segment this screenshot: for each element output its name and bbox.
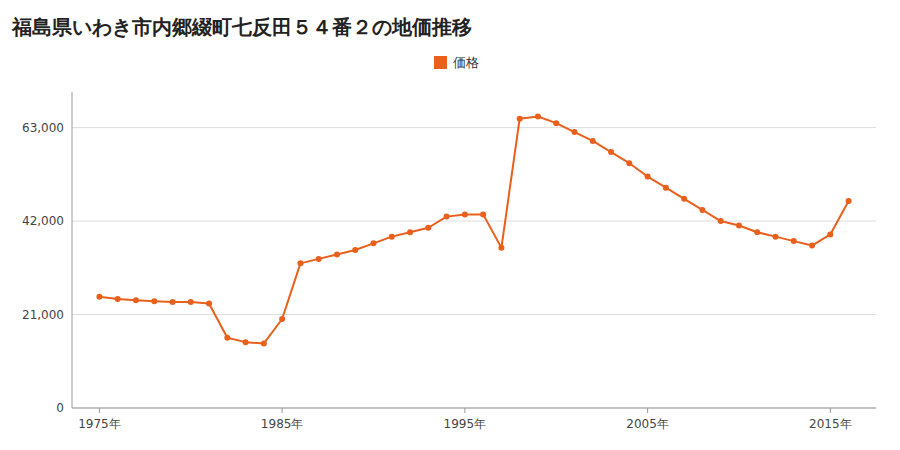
line — [99, 116, 848, 343]
plot-area — [96, 113, 851, 346]
marker — [352, 247, 358, 253]
y-tick-label: 0 — [56, 401, 64, 415]
x-tick-label: 1985年 — [261, 417, 304, 431]
marker — [480, 211, 486, 217]
title: 福島県いわき市内郷綴町七反田５４番２の地価推移 — [11, 15, 472, 39]
marker — [699, 207, 705, 213]
marker — [754, 229, 760, 235]
x-axis: 1975年 1985年 1995年 2005年 2015年 — [78, 408, 851, 431]
grid-line — [72, 127, 876, 128]
marker — [535, 113, 541, 119]
marker — [389, 234, 395, 240]
marker — [572, 129, 578, 135]
x-tick-label: 1975年 — [78, 417, 121, 431]
x-tick-label: 2015年 — [809, 417, 852, 431]
marker — [115, 296, 121, 302]
x-tick — [282, 408, 283, 413]
y-tick-label: 42,000 — [22, 214, 64, 228]
x-tick-label: 2005年 — [626, 417, 669, 431]
marker — [846, 198, 852, 204]
marker — [96, 294, 102, 300]
marker — [243, 339, 249, 345]
marker — [791, 238, 797, 244]
marker — [444, 214, 450, 220]
marker — [645, 174, 651, 180]
y-axis: 0 21,000 42,000 63,000 — [22, 121, 64, 415]
marker — [151, 298, 157, 304]
marker — [170, 299, 176, 305]
marker — [224, 335, 230, 341]
grid-line — [72, 221, 876, 222]
marker — [425, 225, 431, 231]
legend-swatch — [434, 56, 447, 69]
marker — [261, 340, 267, 346]
x-tick — [99, 408, 100, 413]
x-tick-label: 1995年 — [444, 417, 487, 431]
marker — [553, 120, 559, 126]
legend-label: 価格 — [453, 55, 479, 70]
marker — [297, 260, 303, 266]
y-tick-label: 63,000 — [22, 121, 64, 135]
x-tick — [464, 408, 465, 413]
marker — [334, 251, 340, 257]
marker — [681, 196, 687, 202]
marker — [316, 256, 322, 262]
y-grid — [72, 128, 876, 408]
grid-line — [72, 314, 876, 315]
marker — [517, 116, 523, 122]
marker — [133, 297, 139, 303]
chart: 福島県いわき市内郷綴町七反田５４番２の地価推移 0 21,000 42,000 63,0… — [0, 0, 900, 450]
y-axis-line — [72, 92, 73, 408]
marker — [371, 240, 377, 246]
marker — [407, 229, 413, 235]
marker — [590, 138, 596, 144]
marker — [279, 316, 285, 322]
x-tick — [830, 408, 831, 413]
marker — [809, 243, 815, 249]
marker — [188, 299, 194, 305]
marker — [736, 223, 742, 229]
marker — [773, 234, 779, 240]
y-tick-label: 21,000 — [22, 308, 64, 322]
marker — [462, 211, 468, 217]
marker — [626, 160, 632, 166]
marker — [718, 218, 724, 224]
legend: 価格 — [434, 55, 479, 70]
background — [0, 0, 900, 450]
marker — [827, 231, 833, 237]
marker — [663, 185, 669, 191]
x-axis-line — [72, 408, 876, 409]
marker — [206, 300, 212, 306]
grid-line — [72, 408, 876, 409]
marker — [498, 245, 504, 251]
x-tick — [647, 408, 648, 413]
marker — [608, 149, 614, 155]
